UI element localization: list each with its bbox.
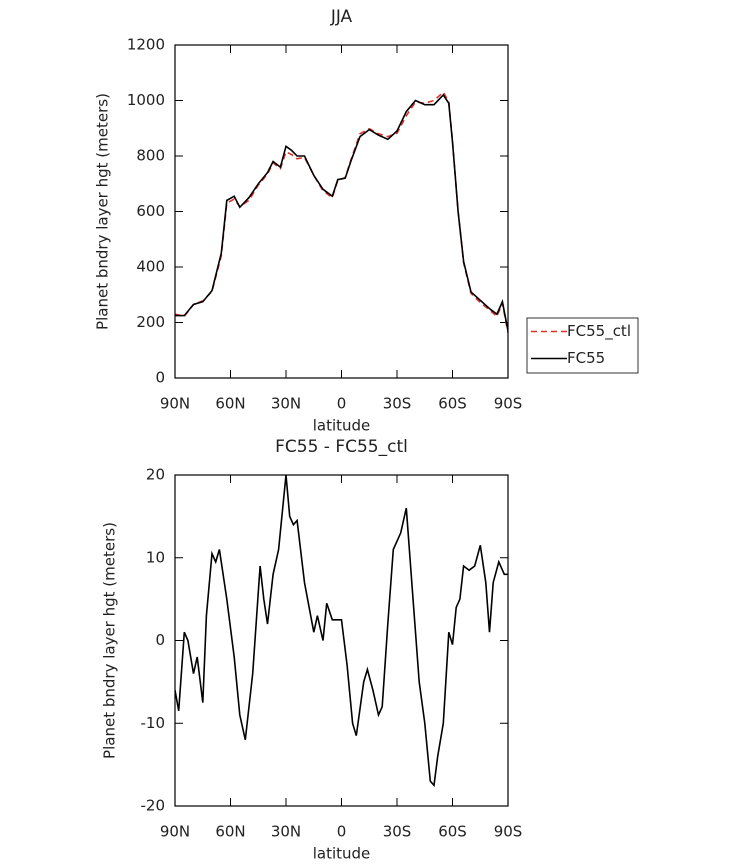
chart-title: JJA — [330, 7, 353, 27]
x-tick-label: 30S — [383, 823, 412, 841]
x-tick-label: 90N — [160, 395, 190, 413]
x-tick-label: 30N — [271, 823, 301, 841]
x-tick-label: 30S — [383, 395, 412, 413]
plot-frame — [174, 474, 509, 807]
x-tick-label: 90S — [494, 823, 523, 841]
y-axis-label: Planet bndry layer hgt (meters) — [101, 522, 119, 759]
x-tick-label: 90S — [494, 395, 523, 413]
legend-label: FC55 — [567, 349, 605, 367]
y-tick-label: -20 — [141, 797, 166, 815]
x-axis-label: latitude — [313, 417, 371, 435]
y-tick-label: 1000 — [127, 91, 165, 109]
plot-frame — [174, 44, 509, 379]
x-tick-label: 0 — [337, 823, 347, 841]
x-tick-label: 0 — [337, 395, 347, 413]
chart-title: FC55 - FC55_ctl — [275, 437, 408, 457]
legend-box — [526, 317, 639, 374]
x-axis-label: latitude — [313, 845, 371, 863]
y-tick-label: 20 — [146, 466, 165, 484]
y-tick-label: 10 — [146, 548, 165, 566]
legend-label: FC55_ctl — [567, 322, 631, 341]
data-line — [175, 475, 508, 788]
y-tick-label: -10 — [141, 714, 166, 732]
x-tick-label: 60S — [438, 395, 467, 413]
y-tick-label: 400 — [136, 258, 165, 276]
x-tick-label: 90N — [160, 823, 190, 841]
y-tick-label: 0 — [155, 631, 165, 649]
y-tick-label: 200 — [136, 313, 165, 331]
y-tick-label: 600 — [136, 202, 165, 220]
y-tick-label: 800 — [136, 147, 165, 165]
x-tick-label: 60N — [215, 395, 245, 413]
x-tick-label: 30N — [271, 395, 301, 413]
data-line — [175, 93, 508, 331]
y-tick-label: 1200 — [127, 36, 165, 54]
x-tick-label: 60N — [215, 823, 245, 841]
x-tick-label: 60S — [438, 823, 467, 841]
y-axis-label: Planet bndry layer hgt (meters) — [94, 93, 112, 330]
y-tick-label: 0 — [155, 369, 165, 387]
